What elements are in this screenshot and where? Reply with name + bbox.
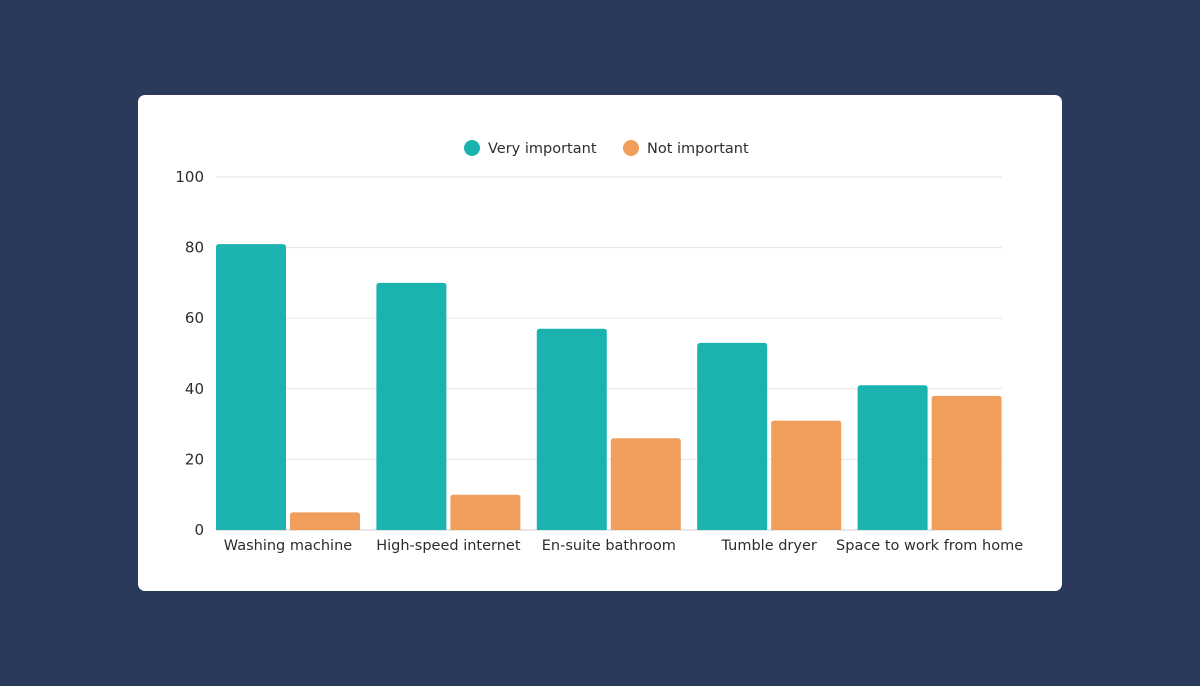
y-tick-label: 100 <box>175 168 204 186</box>
y-tick-label: 20 <box>185 450 204 468</box>
bar-very-important <box>697 342 768 530</box>
y-tick-label: 40 <box>185 380 204 398</box>
x-tick-label: Tumble dryer <box>721 538 817 554</box>
legend-marker <box>464 140 480 156</box>
legend-marker <box>623 140 639 156</box>
bar-very-important <box>376 282 447 530</box>
bar-not-important <box>450 494 521 530</box>
y-tick-label: 60 <box>185 309 204 327</box>
bar-not-important <box>290 512 360 530</box>
y-tick-label: 0 <box>194 521 204 539</box>
bar-very-important <box>216 244 286 530</box>
legend-label: Not important <box>647 141 749 157</box>
bar-very-important <box>857 385 928 530</box>
x-tick-label: High-speed internet <box>376 538 521 554</box>
x-tick-label: En-suite bathroom <box>542 538 676 554</box>
bar-not-important <box>771 420 842 530</box>
x-tick-label: Space to work from home <box>836 538 1023 554</box>
bar-not-important <box>610 438 681 530</box>
bar-very-important <box>536 328 607 530</box>
y-tick-label: 80 <box>185 239 204 257</box>
x-tick-label: Washing machine <box>224 538 352 554</box>
bar-not-important <box>931 395 1002 530</box>
legend-label: Very important <box>488 141 597 157</box>
